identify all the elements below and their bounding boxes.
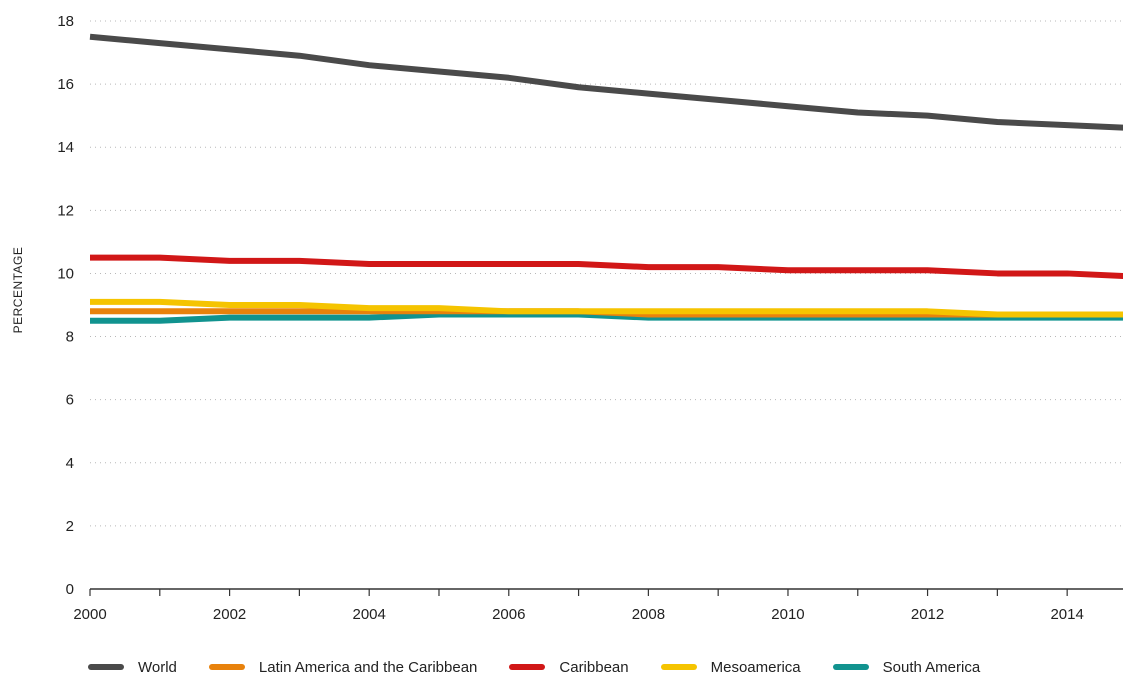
- y-tick-label: 4: [66, 455, 74, 472]
- x-tick-label: 2004: [353, 606, 386, 623]
- y-tick-label: 8: [66, 329, 74, 346]
- y-tick-label: 0: [66, 581, 74, 598]
- legend-swatch: [660, 664, 697, 670]
- y-axis-ticks: 0 2 4 6 8 10 12 14 16 18: [57, 13, 74, 598]
- legend-label: Mesoamerica: [710, 658, 801, 676]
- legend-item-mesoamerica: Mesoamerica: [660, 658, 801, 676]
- y-tick-label: 14: [57, 139, 74, 156]
- series-lines: [89, 33, 1123, 324]
- legend-swatch: [509, 664, 546, 670]
- y-tick-label: 18: [57, 13, 74, 30]
- x-tick-label: 2006: [492, 606, 525, 623]
- legend-item-caribbean: Caribbean: [509, 658, 629, 676]
- series-line-world: [89, 33, 1123, 131]
- legend-item-south-america: South America: [832, 658, 981, 676]
- series-line-caribbean: [90, 254, 1123, 279]
- x-tick-label: 2000: [73, 606, 106, 623]
- x-tick-label: 2014: [1050, 606, 1083, 623]
- series-line-south-america: [90, 311, 1123, 324]
- y-tick-label: 2: [66, 518, 74, 535]
- x-tick-label: 2010: [771, 606, 804, 623]
- x-tick-label: 2008: [632, 606, 665, 623]
- y-tick-label: 16: [57, 76, 74, 93]
- y-tick-label: 10: [57, 265, 74, 282]
- y-tick-label: 12: [57, 202, 74, 219]
- legend-item-latin-america-and-the-caribbean: Latin America and the Caribbean: [208, 658, 478, 676]
- series-line-mesoamerica: [90, 298, 1123, 318]
- y-tick-label: 6: [66, 392, 74, 409]
- legend-item-world: World: [88, 659, 177, 676]
- legend-label: Latin America and the Caribbean: [258, 658, 478, 676]
- legend-label: Caribbean: [559, 658, 629, 676]
- legend-swatch: [832, 664, 869, 670]
- x-axis: 2000 2002 2004 2006 2008 2010 2012 2014: [73, 588, 1123, 623]
- x-tick-label: 2002: [213, 606, 246, 623]
- legend-label: South America: [882, 658, 981, 676]
- legend-swatch: [208, 664, 245, 670]
- legend-label: World: [138, 658, 177, 676]
- y-axis-label: PERCENTAGE: [11, 247, 25, 334]
- legend-swatch: [88, 664, 124, 670]
- x-tick-label: 2012: [911, 606, 944, 623]
- chart-legend: World Latin America and the Caribbean Cari…: [88, 656, 1012, 678]
